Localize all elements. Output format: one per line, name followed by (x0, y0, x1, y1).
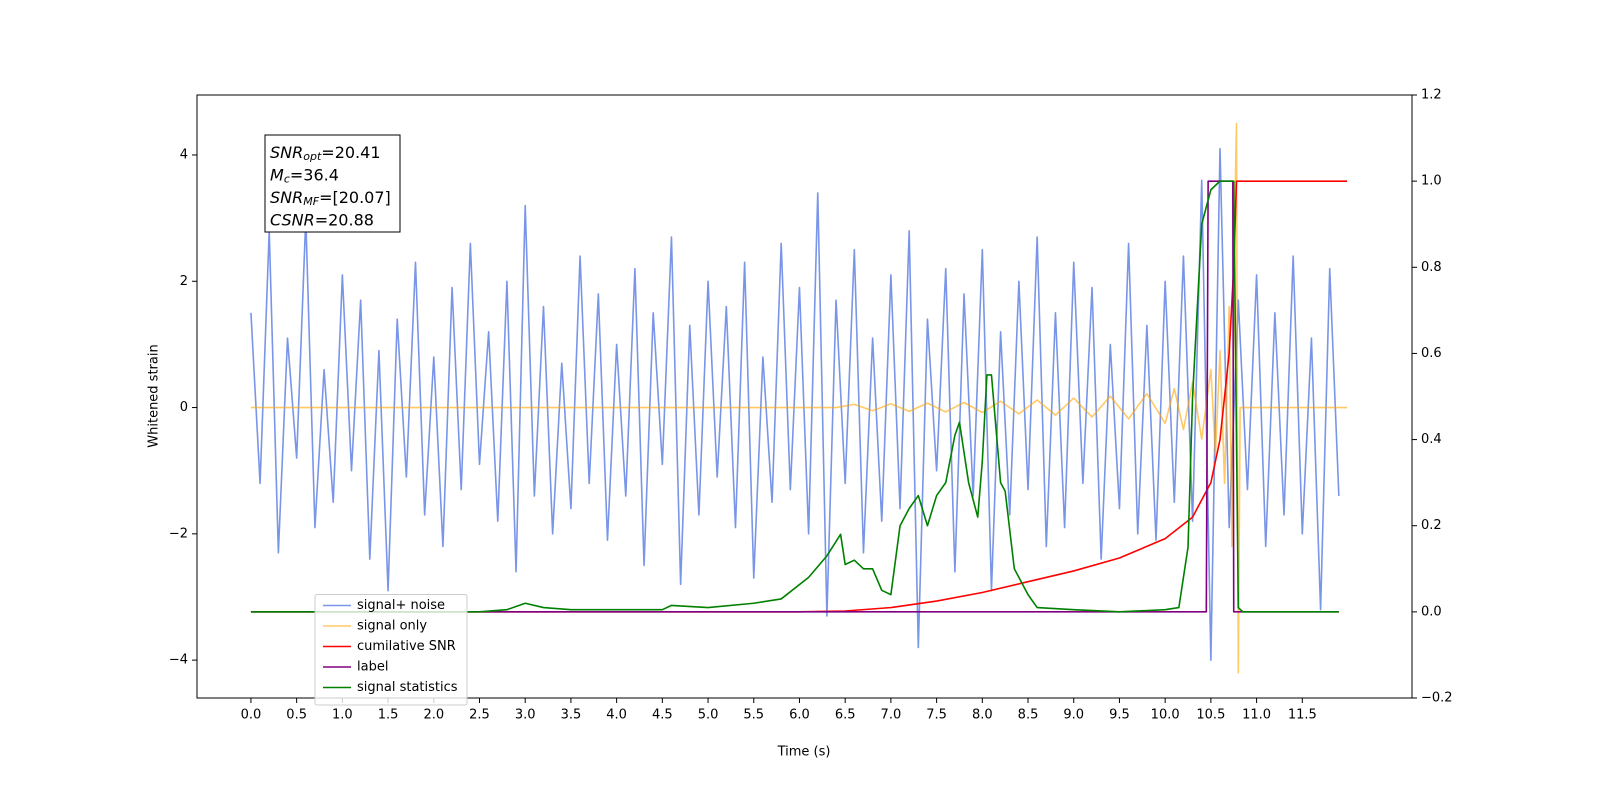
series-line (250, 180, 1348, 613)
x-tick-label: 6.5 (835, 708, 856, 723)
y2-tick-label: 1.2 (1421, 88, 1442, 103)
x-tick-label: 1.0 (332, 708, 353, 723)
annotation-subscript: MF (303, 195, 319, 208)
x-tick-label: 3.0 (515, 708, 536, 723)
legend-label: signal statistics (357, 680, 458, 695)
x-axis-label: Time (s) (777, 745, 831, 760)
plot-frame (196, 94, 1413, 699)
x-tick-label: 11.0 (1242, 708, 1271, 723)
y2-tick-label: −0.2 (1421, 691, 1453, 706)
y2-tick-label: 0.2 (1421, 518, 1442, 533)
annotation-line: Mc=36.4 (270, 165, 339, 186)
y-tick-label: −4 (169, 653, 188, 668)
x-tick-label: 2.0 (423, 708, 444, 723)
x-tick-label: 0.0 (241, 708, 262, 723)
annotation-symbol: SNR (270, 143, 303, 162)
x-tick-label: 8.0 (972, 708, 993, 723)
x-tick-label: 11.5 (1288, 708, 1317, 723)
y2-tick-label: 1.0 (1421, 174, 1442, 189)
series-line (250, 147, 1340, 661)
y2-tick-label: 0.0 (1421, 604, 1442, 619)
annotation-line: SNRMF=[20.07] (270, 188, 391, 209)
annotation-symbol: CSNR (270, 210, 315, 229)
x-tick-label: 7.5 (926, 708, 947, 723)
y-tick-label: 4 (180, 147, 188, 162)
legend-label: signal+ noise (357, 598, 445, 613)
annotation-text: =[20.07] (319, 188, 391, 207)
annotation-line: CSNR=20.88 (270, 210, 374, 229)
x-tick-label: 8.5 (1018, 708, 1039, 723)
y-axis-label: Whitened strain (147, 344, 162, 447)
y-tick-label: −2 (169, 526, 188, 541)
legend-label: label (357, 660, 388, 675)
x-tick-label: 4.5 (652, 708, 673, 723)
annotation-text: =20.41 (321, 143, 380, 162)
x-tick-label: 0.5 (286, 708, 307, 723)
y2-tick-label: 0.8 (1421, 260, 1442, 275)
x-tick-label: 6.0 (789, 708, 810, 723)
annotation-box: SNRopt=20.41Mc=36.4SNRMF=[20.07]CSNR=20.… (264, 134, 401, 233)
x-tick-label: 4.0 (606, 708, 627, 723)
legend-label: signal only (357, 619, 427, 634)
x-tick-label: 5.0 (698, 708, 719, 723)
x-tick-label: 1.5 (378, 708, 399, 723)
legend-label: cumilative SNR (357, 639, 456, 654)
annotation-text: =20.88 (315, 210, 374, 229)
x-tick-label: 7.0 (881, 708, 902, 723)
y-tick-label: 0 (180, 400, 188, 415)
x-tick-label: 9.5 (1109, 708, 1130, 723)
annotation-subscript: opt (303, 150, 322, 163)
y-tick-label: 2 (180, 274, 188, 289)
annotation-symbol: M (270, 165, 284, 184)
series-line (250, 122, 1348, 674)
x-tick-label: 10.0 (1151, 708, 1180, 723)
y2-tick-label: 0.6 (1421, 346, 1442, 361)
annotation-text: =36.4 (290, 165, 339, 184)
legend: signal+ noise signal only cumilative SNR la… (314, 594, 468, 706)
annotation-frame (264, 134, 401, 233)
x-tick-label: 9.0 (1063, 708, 1084, 723)
x-tick-label: 10.5 (1196, 708, 1225, 723)
annotation-symbol: SNR (270, 188, 303, 207)
annotation-subscript: c (284, 173, 290, 186)
legend-frame (314, 594, 468, 706)
annotation-line: SNRopt=20.41 (270, 143, 381, 164)
x-tick-label: 3.5 (561, 708, 582, 723)
x-tick-label: 5.5 (743, 708, 764, 723)
y2-tick-label: 0.4 (1421, 432, 1442, 447)
series-line (250, 180, 1339, 613)
x-tick-label: 2.5 (469, 708, 490, 723)
